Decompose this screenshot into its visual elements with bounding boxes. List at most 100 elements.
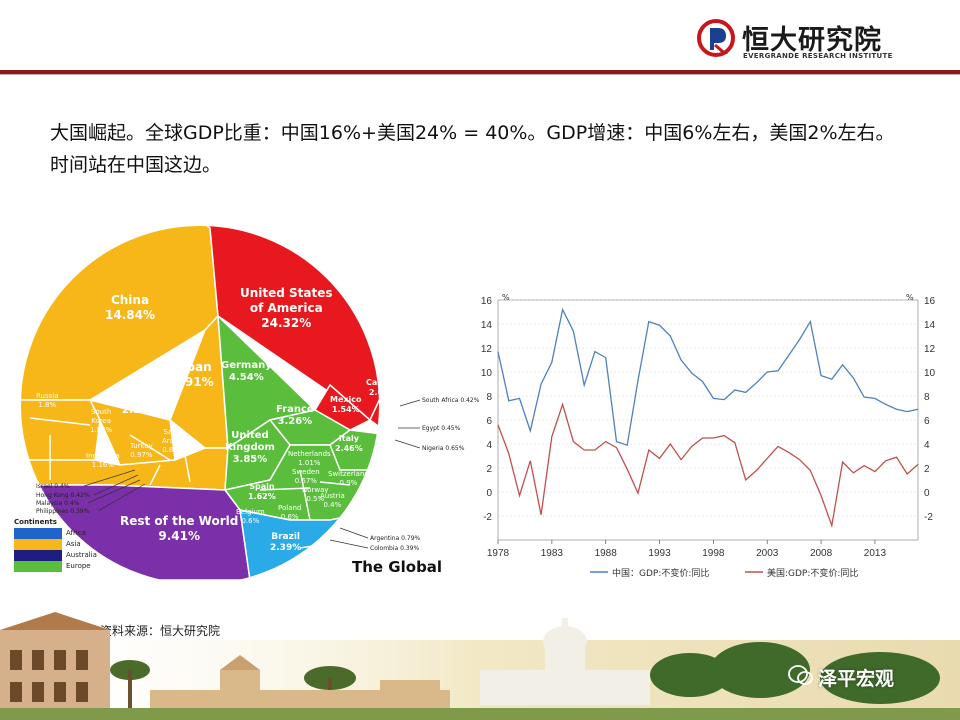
legend-item-australia: Australia <box>14 550 114 562</box>
legend-label: Africa <box>66 529 86 537</box>
y-tick-label-left: 8 <box>486 392 492 403</box>
label-france: France 3.26% <box>276 404 314 427</box>
legend-label: Australia <box>66 551 97 559</box>
legend-title: Continents <box>14 518 57 526</box>
legend-swatch <box>14 528 62 539</box>
label-india: India 2.83% <box>122 393 157 416</box>
x-tick-label: 1978 <box>487 548 510 559</box>
label-turkey: Turkey 0.97% <box>130 442 153 459</box>
label-israel: Israel 0.4% <box>36 483 70 490</box>
y-unit-left: % <box>502 293 510 302</box>
footer-scenery <box>0 600 960 720</box>
evergrande-logo-icon <box>697 19 735 57</box>
label-italy: Italy 2.46% <box>335 434 363 453</box>
label-usa: United States of America 24.32% <box>240 286 333 330</box>
global-gdp-voronoi-chart: United States of America 24.32% China 14… <box>10 220 460 580</box>
x-tick-label: 1988 <box>595 548 618 559</box>
y-unit-right: % <box>906 293 914 302</box>
gdp-growth-line-chart: -2 -2 0 0 2 2 4 4 6 6 8 8 10 10 12 12 14 14 16 16%% 1978 1983… <box>470 290 950 590</box>
label-indonesia: Indonesia 1.16% <box>86 452 120 469</box>
label-hong-kong: Hong Kong 0.42% <box>36 492 90 499</box>
legend-swatch <box>14 561 62 572</box>
y-tick-label-right: 8 <box>924 392 930 403</box>
right-trees <box>650 642 940 704</box>
label-south-korea: South Korea 1.86% <box>90 408 113 434</box>
header-divider <box>0 70 960 74</box>
label-spain: Spain 1.62% <box>248 482 276 501</box>
label-philippines: Philippines 0.39% <box>36 508 90 515</box>
label-nigeria: Nigeria 0.65% <box>422 445 465 452</box>
series-line-china <box>497 307 919 447</box>
legend-swatch <box>14 539 62 550</box>
y-tick-label-left: 14 <box>481 320 493 331</box>
legend-item-europe: Europe <box>14 561 114 573</box>
legend-label: 中国：GDP:不变价:同比 <box>612 567 709 579</box>
label-south-africa: South Africa 0.42% <box>422 397 480 404</box>
y-tick-label-left: 0 <box>486 488 492 499</box>
capitol-building <box>480 618 650 705</box>
label-germany: Germany 4.54% <box>221 360 272 383</box>
pie-caption: The Global <box>352 558 443 576</box>
y-tick-label-left: 2 <box>486 464 492 475</box>
label-saudi-arabia: Saudi Arabia 0.87% <box>162 428 185 454</box>
x-tick-label: 1983 <box>541 548 564 559</box>
label-mexico: Mexico 1.54% <box>330 395 362 414</box>
y-tick-label-left: 4 <box>486 440 492 451</box>
label-china: China 14.84% <box>105 293 155 322</box>
logo-chinese-name: 恒大研究院 <box>742 25 882 56</box>
logo-english-name: EVERGRANDE RESEARCH INSTITUTE <box>743 52 893 60</box>
wechat-icon <box>788 665 813 685</box>
source-note: 资料来源：恒大研究院 <box>100 624 221 638</box>
y-tick-label-left: 12 <box>481 344 493 355</box>
y-tick-label-right: 14 <box>924 320 936 331</box>
y-tick-label-left: 10 <box>481 368 493 379</box>
label-argentina: Argentina 0.79% <box>370 535 421 542</box>
y-tick-label-right: 2 <box>924 464 930 475</box>
legend-label: 美国:GDP:不变价:同比 <box>767 567 858 579</box>
series-line-usa <box>497 402 919 529</box>
label-japan: Japan 5.91% <box>172 360 214 389</box>
label-belgium: Belgium 0.6% <box>236 508 265 525</box>
y-tick-label-right: 6 <box>924 416 930 427</box>
x-tick-label: 1998 <box>702 548 725 559</box>
label-canada: Canada 2.09% <box>366 378 400 397</box>
x-tick-label: 1993 <box>648 548 671 559</box>
legend-item-africa: Africa <box>14 528 114 540</box>
watermark-text: 泽平宏观 <box>818 668 895 690</box>
label-switzerland: Switzerland 0.9% <box>328 470 369 487</box>
y-tick-label-left: 16 <box>481 296 493 307</box>
header: 恒大研究院 EVERGRANDE RESEARCH INSTITUTE <box>0 0 960 76</box>
y-tick-label-left: -2 <box>483 512 492 523</box>
left-building <box>0 612 110 720</box>
y-tick-label-right: 10 <box>924 368 936 379</box>
label-austria: Austria 0.4% <box>320 492 345 509</box>
legend-label: Asia <box>66 540 81 548</box>
x-tick-label: 2013 <box>864 548 887 559</box>
label-malaysia: Malaysia 0.4% <box>36 500 80 507</box>
label-brazil: Brazil 2.39% <box>270 532 302 553</box>
y-tick-label-right: 16 <box>924 296 936 307</box>
y-tick-label-right: 4 <box>924 440 930 451</box>
scenery-svg <box>0 612 960 720</box>
label-russia: Russia 1.8% <box>36 392 59 409</box>
headline-text: 大国崛起。全球GDP比重：中国16%+美国24% = 40%。GDP增速：中国6… <box>50 122 895 176</box>
label-uk: United Kingdom 3.85% <box>225 430 275 465</box>
label-rest-of-world: Rest of the World 9.41% <box>120 514 239 543</box>
header-divider-thin <box>0 74 960 75</box>
y-tick-label-right: 0 <box>924 488 930 499</box>
y-tick-label-right: 12 <box>924 344 936 355</box>
label-poland: Poland 0.6% <box>278 504 302 521</box>
line-chart-svg: -2 -2 0 0 2 2 4 4 6 6 8 8 10 10 12 12 14 14 16 16% % 1978 1983… <box>481 293 936 579</box>
y-tick-label-left: 6 <box>486 416 492 427</box>
label-sweden: Sweden 0.67% <box>292 468 320 485</box>
label-netherlands: Netherlands 1.01% <box>288 450 331 467</box>
region-south-korea <box>20 399 101 461</box>
legend-swatch <box>14 550 62 561</box>
label-colombia: Colombia 0.39% <box>370 545 420 552</box>
legend-label: Europe <box>66 562 91 570</box>
legend-item-asia: Asia <box>14 539 114 551</box>
x-tick-label: 2008 <box>810 548 833 559</box>
x-tick-label: 2003 <box>756 548 779 559</box>
label-norway: Norway 0.5% <box>302 486 329 503</box>
